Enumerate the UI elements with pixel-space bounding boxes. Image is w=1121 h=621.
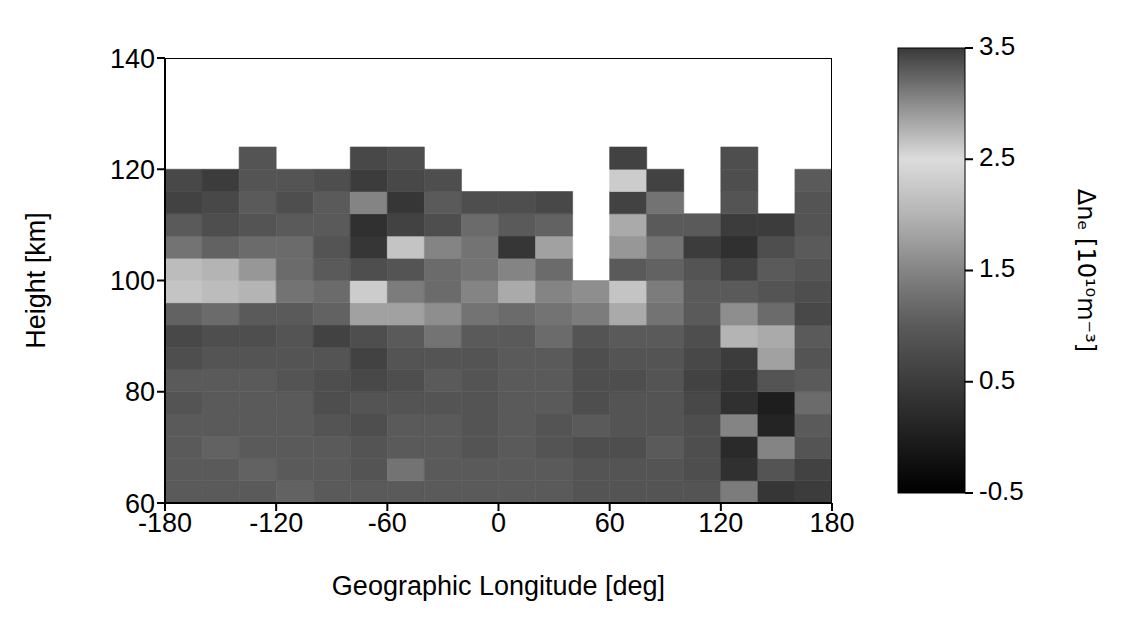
svg-text:-0.5: -0.5	[979, 476, 1024, 506]
svg-text:0: 0	[491, 508, 506, 538]
svg-text:3.5: 3.5	[979, 31, 1015, 61]
svg-text:Geographic Longitude [deg]: Geographic Longitude [deg]	[332, 571, 665, 601]
svg-text:80: 80	[125, 377, 155, 407]
svg-text:60: 60	[595, 508, 625, 538]
svg-text:100: 100	[110, 266, 155, 296]
svg-text:180: 180	[809, 508, 854, 538]
svg-text:Δnₑ [10¹⁰m⁻³]: Δnₑ [10¹⁰m⁻³]	[1072, 189, 1100, 352]
svg-text:1.5: 1.5	[979, 253, 1015, 283]
svg-text:120: 120	[698, 508, 743, 538]
svg-text:0.5: 0.5	[979, 365, 1015, 395]
svg-text:-180: -180	[138, 508, 192, 539]
svg-text:2.5: 2.5	[979, 142, 1015, 172]
svg-text:140: 140	[110, 44, 155, 74]
svg-text:60: 60	[125, 489, 155, 519]
svg-text:-60: -60	[368, 508, 407, 538]
svg-text:Height [km]: Height [km]	[21, 212, 51, 349]
svg-text:120: 120	[110, 155, 155, 185]
svg-text:-120: -120	[249, 508, 303, 538]
